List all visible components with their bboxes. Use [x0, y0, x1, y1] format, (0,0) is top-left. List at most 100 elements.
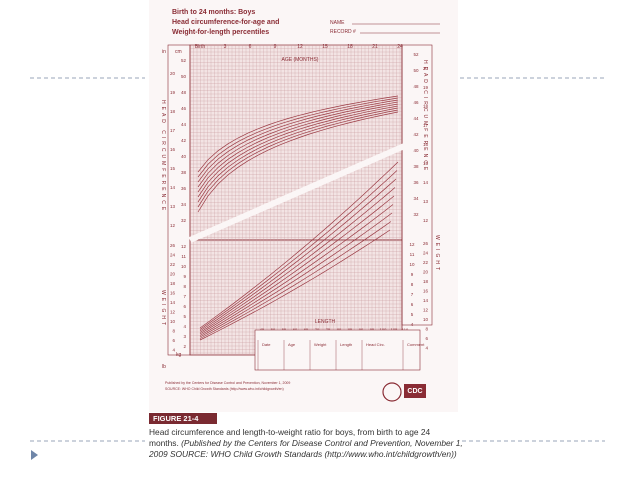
scale-label: 50	[413, 68, 419, 73]
head-curve	[197, 95, 399, 173]
head-curve	[197, 99, 399, 183]
scale-label: 50	[181, 74, 187, 79]
scale-label: 9	[183, 274, 186, 279]
scale-label: 16	[170, 147, 176, 152]
scale-label: 20	[423, 270, 429, 275]
age-title: AGE (MONTHS)	[282, 57, 319, 63]
weight-curve	[199, 178, 397, 332]
weight-curve	[199, 229, 391, 341]
length-tick: 80	[337, 327, 342, 332]
length-tick: 95	[370, 327, 375, 332]
length-tick: 110	[402, 327, 409, 332]
length-title: LENGTH	[315, 319, 336, 325]
head-curve	[197, 105, 399, 198]
scale-label: 40	[181, 154, 187, 159]
scale-label: 44	[413, 116, 419, 121]
scale-label: 15	[423, 161, 429, 166]
weight-curve	[199, 187, 396, 333]
scale-label: 6	[411, 302, 414, 307]
age-tick: 18	[347, 44, 353, 50]
scale-label: 11	[410, 252, 415, 257]
scale-label: 6	[183, 304, 186, 309]
scale-label: 9	[411, 272, 414, 277]
unit: cm	[175, 49, 182, 55]
vertical-label: HEAD CIRCUMFERENCE	[160, 100, 166, 213]
header-title: Weight-for-length percentiles	[172, 29, 269, 36]
vertical-label: WEIGHT	[434, 235, 440, 273]
table-header: Length	[340, 342, 352, 347]
table-header: Age	[288, 342, 296, 347]
unit: lb	[162, 364, 166, 370]
scale-label: 8	[172, 329, 175, 334]
scale-label: 3	[183, 334, 186, 339]
head-curve	[197, 109, 399, 208]
scale-label: 36	[413, 180, 419, 185]
scale-label: 32	[413, 212, 419, 217]
header-title: Head circumference-for-age and	[172, 19, 279, 26]
scale-label: 12	[423, 218, 429, 223]
length-tick: 65	[304, 327, 309, 332]
cdc-text: CDC	[407, 388, 422, 395]
scale-label: 10	[409, 262, 415, 267]
scale-label: 52	[181, 58, 187, 63]
scale-label: 8	[425, 327, 428, 332]
scale-label: 40	[413, 148, 419, 153]
head-curve	[197, 101, 399, 188]
scale-label: 48	[181, 90, 187, 95]
scale-label: 17	[170, 128, 176, 133]
name-field: NAME	[330, 20, 345, 26]
scale-label: 15	[170, 166, 176, 171]
scale-label: 18	[423, 104, 429, 109]
scale-label: 12	[170, 310, 176, 315]
scale-label: 5	[183, 314, 186, 319]
scale-label: 6	[172, 338, 175, 343]
caption-line: months. (Published by the Centers for Di…	[149, 438, 463, 448]
weight-curve	[199, 204, 394, 336]
scale-label: 4	[183, 324, 186, 329]
scale-label: 10	[181, 264, 187, 269]
scale-label: 14	[423, 180, 429, 185]
table-header: Date	[262, 342, 271, 347]
figure-label: FIGURE 21-4	[153, 414, 199, 423]
scale-label: 10	[170, 319, 176, 324]
scale-label: 5	[411, 312, 414, 317]
curves	[197, 95, 399, 341]
length-tick: 50	[271, 327, 276, 332]
length-tick: 55	[282, 327, 287, 332]
scale-label: 14	[170, 185, 176, 190]
scale-label: 17	[423, 123, 429, 128]
length-tick: 60	[293, 327, 298, 332]
scale-label: 42	[413, 132, 419, 137]
scale-label: 20	[170, 272, 176, 277]
table-header: Head Circ.	[366, 342, 385, 347]
head-curve	[197, 111, 399, 213]
published-note: Published by the Centers for Disease Con…	[165, 381, 290, 385]
record-table: Date Age Weight Length Head Circ. Comment	[257, 340, 425, 370]
vertical-label: WEIGHT	[160, 290, 166, 328]
scale-label: 12	[170, 223, 176, 228]
scale-label: 34	[181, 202, 187, 207]
table-header: Weight	[314, 342, 327, 347]
age-tick: 21	[372, 44, 378, 50]
length-tick: 70	[315, 327, 320, 332]
scale-label: 18	[423, 279, 429, 284]
scale-label: 44	[181, 122, 187, 127]
scale-label: 6	[425, 336, 428, 341]
hhs-logo	[382, 382, 402, 402]
scale-label: 11	[181, 254, 186, 259]
scale-label: 18	[170, 109, 176, 114]
weight-curve	[199, 212, 393, 338]
scale-label: 4	[172, 348, 175, 353]
age-tick: 12	[297, 44, 303, 50]
caption-text: months.	[149, 438, 179, 448]
unit: kg	[176, 352, 182, 358]
header-title: Birth to 24 months: Boys	[172, 9, 255, 16]
record-field: RECORD #	[330, 29, 356, 35]
scale-label: 16	[423, 142, 429, 147]
age-tick: 24	[397, 44, 403, 50]
age-tick: 6	[249, 44, 252, 50]
scale-label: 19	[170, 90, 176, 95]
length-tick: 45	[260, 327, 265, 332]
scale-label: 22	[423, 260, 429, 265]
